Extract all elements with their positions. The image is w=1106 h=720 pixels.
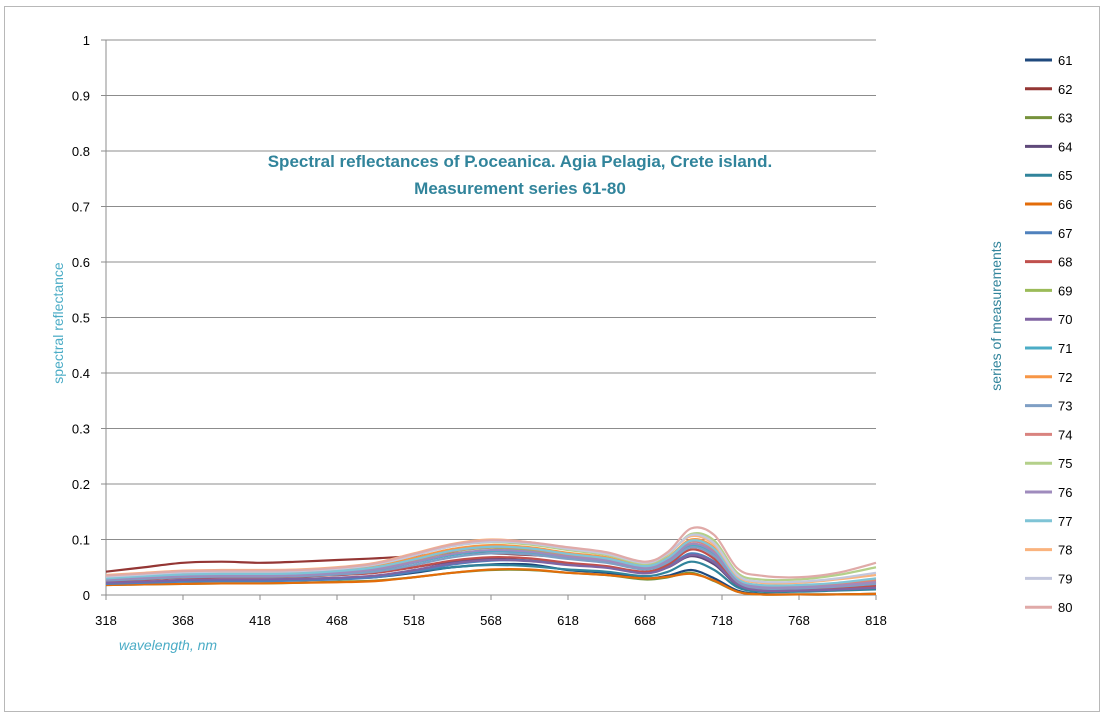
y-tick-label: 0 [83, 588, 90, 603]
legend-label-65: 65 [1058, 168, 1072, 183]
y-tick-label: 0.8 [72, 144, 90, 159]
series-line-77 [105, 539, 877, 587]
legend-label-71: 71 [1058, 341, 1072, 356]
x-tick-label: 618 [557, 613, 579, 628]
legend-label-68: 68 [1058, 255, 1072, 270]
y-tick-label: 0.6 [72, 255, 90, 270]
y-tick-label: 0.1 [72, 533, 90, 548]
x-tick-label: 368 [172, 613, 194, 628]
y-tick-label: 0.2 [72, 477, 90, 492]
x-tick-label: 568 [480, 613, 502, 628]
x-tick-label: 718 [711, 613, 733, 628]
x-tick-label: 318 [95, 613, 117, 628]
axes [101, 39, 877, 600]
legend-label-69: 69 [1058, 283, 1072, 298]
x-tick-label: 818 [865, 613, 887, 628]
legend-label-70: 70 [1058, 312, 1072, 327]
series-lines [105, 526, 877, 596]
legend-label-73: 73 [1058, 399, 1072, 414]
x-tick-label: 668 [634, 613, 656, 628]
chart-title-line1: Spectral reflectances of P.oceanica. Agi… [268, 152, 773, 171]
legend-label-75: 75 [1058, 456, 1072, 471]
legend-label-74: 74 [1058, 427, 1072, 442]
x-tick-label: 518 [403, 613, 425, 628]
legend-label-79: 79 [1058, 571, 1072, 586]
y-tick-labels: 0 0.1 0.2 0.3 0.4 0.5 0.6 0.7 0.8 0.9 1 [72, 33, 90, 603]
legend-label-61: 61 [1058, 53, 1072, 68]
legend-label-76: 76 [1058, 485, 1072, 500]
y-tick-label: 0.5 [72, 311, 90, 326]
legend: 61 62 63 64 65 66 67 68 69 70 71 72 73 74 75 76 77 78 79 80 [1025, 53, 1072, 615]
x-tick-label: 418 [249, 613, 271, 628]
series-line-79 [105, 533, 877, 584]
y-tick-label: 0.3 [72, 422, 90, 437]
series-line-66 [105, 567, 877, 596]
y-tick-label: 1 [83, 33, 90, 48]
series-line-76 [105, 542, 877, 589]
y-tick-label: 0.9 [72, 89, 90, 104]
legend-label-78: 78 [1058, 543, 1072, 558]
legend-label-80: 80 [1058, 600, 1072, 615]
legend-title: series of measurements [988, 241, 1004, 390]
legend-label-64: 64 [1058, 139, 1072, 154]
series-line-73 [105, 546, 877, 591]
legend-label-66: 66 [1058, 197, 1072, 212]
legend-label-77: 77 [1058, 514, 1072, 529]
x-axis-title: wavelength, nm [119, 637, 217, 653]
gridlines [106, 39, 876, 540]
x-tick-label: 468 [326, 613, 348, 628]
x-tick-labels: 318 368 418 468 518 568 618 668 718 768 818 [95, 613, 887, 628]
x-tick-label: 768 [788, 613, 810, 628]
legend-label-72: 72 [1058, 370, 1072, 385]
y-tick-label: 0.7 [72, 200, 90, 215]
y-axis-title: spectral reflectance [50, 262, 66, 384]
chart-frame [4, 6, 1100, 712]
chart-title-line2: Measurement series 61-80 [414, 179, 626, 198]
legend-label-63: 63 [1058, 111, 1072, 126]
legend-label-62: 62 [1058, 82, 1072, 97]
series-line-70 [105, 553, 877, 593]
legend-label-67: 67 [1058, 226, 1072, 241]
series-line-80 [105, 526, 877, 579]
y-tick-label: 0.4 [72, 366, 90, 381]
